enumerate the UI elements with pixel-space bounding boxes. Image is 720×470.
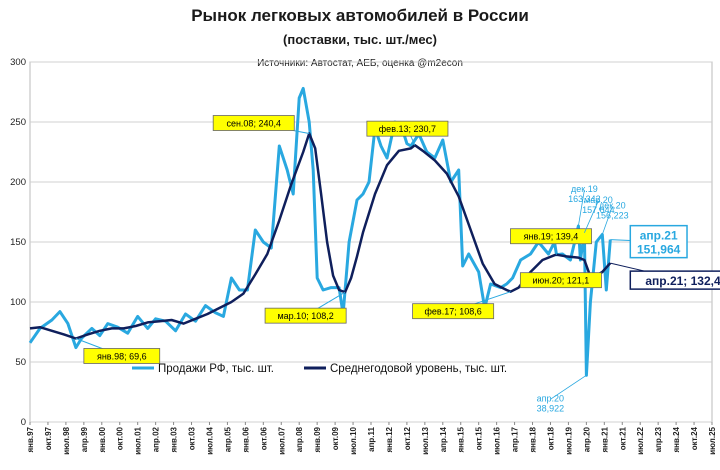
x-tick-label: июл.22 [636, 426, 645, 454]
y-tick-label: 250 [10, 117, 26, 128]
x-tick-label: июл.98 [62, 426, 71, 454]
x-tick-label: апр.20 [582, 426, 591, 452]
annotation-label: дек.20 [599, 201, 626, 211]
annotation-label: апр.21 [640, 229, 678, 243]
annotation-label: 163,342 [568, 194, 601, 204]
annotation-label: фев.17; 108,6 [425, 307, 482, 317]
x-tick-label: апр.05 [223, 426, 232, 452]
y-tick-label: 0 [21, 417, 26, 428]
x-tick-label: окт.15 [475, 426, 484, 450]
x-tick-label: окт.24 [690, 426, 699, 450]
annotation-label: 151,964 [637, 243, 681, 257]
x-tick-label: окт.97 [44, 426, 53, 450]
annotation-box [519, 272, 602, 289]
x-tick-label: янв.03 [170, 426, 179, 452]
x-tick-label: апр.08 [295, 426, 304, 452]
annotation-box [366, 120, 449, 137]
legend-label: Продажи РФ, тыс. шт. [158, 363, 274, 375]
x-tick-label: янв.00 [98, 426, 107, 452]
x-tick-label: июл.16 [493, 426, 502, 454]
annotation-label: мар.10; 108,2 [277, 311, 333, 321]
x-tick-label: июл.07 [277, 426, 286, 454]
annotation-leader [601, 206, 613, 235]
x-tick-label: июл.13 [421, 426, 430, 454]
annotation-label: июн.20; 121,1 [532, 276, 589, 286]
y-tick-label: 150 [10, 237, 26, 248]
annotation-label: дек.19 [571, 184, 598, 194]
x-tick-label: окт.06 [259, 426, 268, 450]
x-tick-label: апр.23 [654, 426, 663, 452]
y-tick-label: 50 [15, 357, 26, 368]
x-tick-label: июл.04 [205, 426, 214, 454]
x-tick-label: апр.11 [367, 426, 376, 451]
x-tick-label: янв.15 [457, 426, 466, 452]
annotation-box [629, 270, 720, 290]
x-tick-label: янв.09 [313, 426, 322, 452]
annotation-label: янв.19; 139,4 [524, 232, 579, 242]
x-tick-label: июл.01 [134, 426, 143, 454]
annotation-label: фев.13; 230,7 [379, 124, 436, 134]
annotation-box [629, 224, 688, 259]
legend-label: Среднегодовой уровень, тыс. шт. [330, 363, 507, 375]
x-tick-label: окт.21 [618, 426, 627, 450]
annotation-box [510, 228, 592, 245]
x-tick-label: июл.25 [708, 426, 717, 454]
annual-average-line [29, 132, 612, 340]
annotation-label: апр.21; 132,4 [645, 274, 720, 288]
x-tick-label: апр.14 [439, 426, 448, 452]
x-tick-label: янв.12 [385, 426, 394, 452]
y-tick-label: 200 [10, 177, 26, 188]
x-tick-label: янв.06 [241, 426, 250, 452]
annotation-leader [584, 200, 599, 233]
annotation-label: 38,922 [537, 403, 565, 413]
x-tick-label: окт.18 [546, 426, 555, 450]
annotation-label: 156,223 [596, 211, 629, 221]
x-tick-label: июл.19 [564, 426, 573, 454]
chart-subtitle: (поставки, тыс. шт./мес) [283, 32, 437, 47]
x-tick-label: янв.97 [26, 426, 35, 452]
annotation-label: апр.20 [537, 393, 564, 403]
annotation-label: мар.20 [584, 195, 613, 205]
annotation-box [212, 115, 295, 131]
annotation-leader [550, 374, 587, 400]
x-tick-label: янв.24 [672, 426, 681, 452]
annotation-leader [577, 189, 585, 227]
x-tick-label: окт.03 [188, 426, 197, 450]
sales-series-line [28, 86, 612, 377]
annotation-label: сен.08; 240,4 [226, 119, 281, 129]
annotation-label: янв.98; 69,6 [97, 351, 147, 361]
annotation-box [412, 303, 495, 320]
chart-source-note: Источники: Автостат, АЕБ, оценка @m2econ [257, 58, 463, 69]
x-tick-label: окт.12 [403, 426, 412, 450]
x-tick-label: окт.00 [116, 426, 125, 450]
x-tick-label: янв.21 [600, 426, 609, 452]
x-tick-label: апр.02 [152, 426, 161, 452]
x-tick-label: апр.99 [80, 426, 89, 452]
x-tick-label: янв.18 [529, 426, 538, 452]
chart-title: Рынок легковых автомобилей в России [191, 6, 529, 25]
y-tick-label: 300 [10, 57, 26, 68]
annotation-label: 157,644 [582, 205, 615, 215]
x-tick-label: июл.10 [349, 426, 358, 454]
x-tick-label: апр.17 [511, 426, 520, 452]
x-tick-label: окт.09 [331, 426, 340, 450]
annotation-box [264, 307, 347, 324]
annotation-box [83, 348, 161, 364]
y-tick-label: 100 [10, 297, 26, 308]
